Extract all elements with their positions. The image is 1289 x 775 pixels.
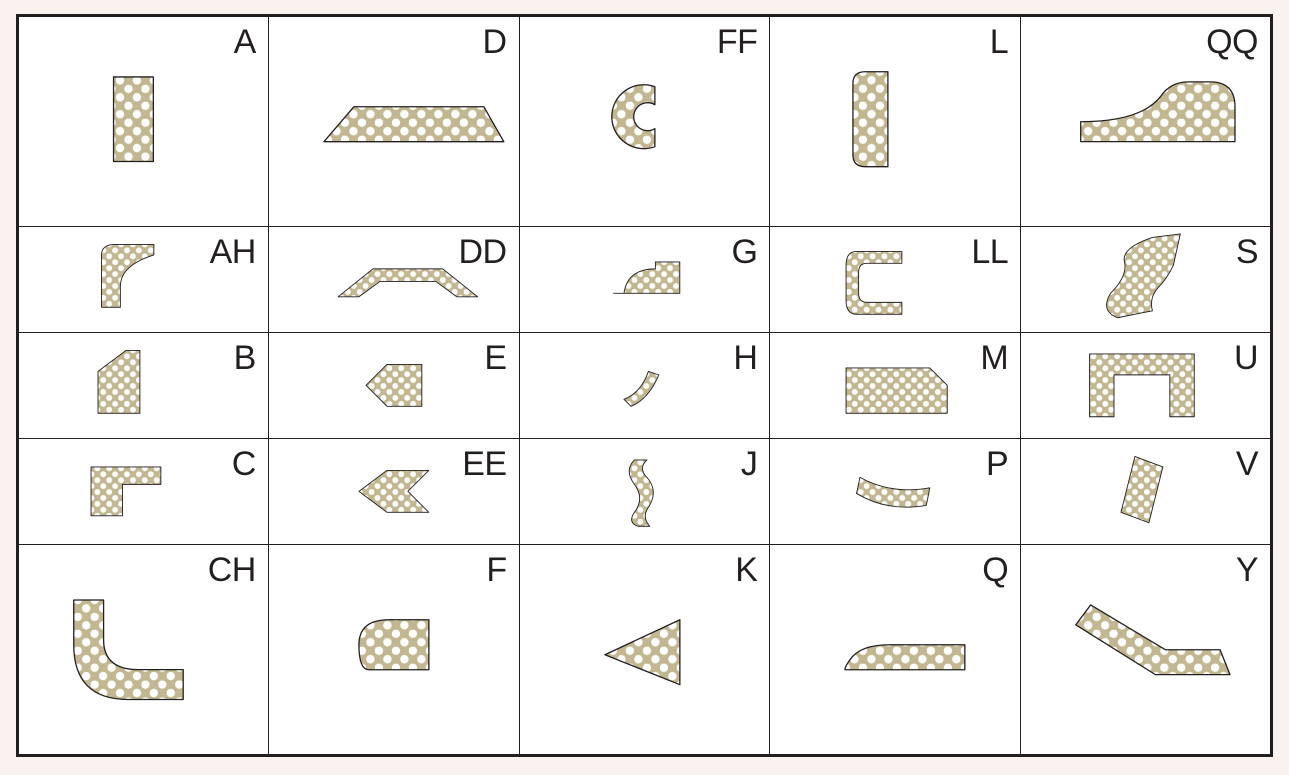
shape-path [629, 460, 653, 526]
cell-label: E [484, 339, 506, 378]
shape-cell: L [770, 16, 1021, 227]
shape-path [846, 368, 947, 413]
cell-label: DD [458, 233, 506, 272]
cell-label: QQ [1206, 23, 1258, 62]
shape-cell: QQ [1021, 16, 1272, 227]
shape-cell: M [770, 333, 1021, 439]
shape-cell: B [18, 333, 269, 439]
cell-label: S [1236, 233, 1258, 272]
shape-f [269, 545, 519, 754]
cell-label: C [232, 445, 256, 484]
shape-cell: Q [770, 544, 1021, 755]
shape-grid-container: A D FF L QQ AH DD G LL S B E H M U C EE J P V CH F K Q Y [0, 0, 1289, 775]
shape-path [91, 467, 161, 516]
shape-v [1021, 439, 1270, 544]
shape-path [624, 372, 659, 407]
cell-label: F [486, 551, 506, 590]
cell-label: P [986, 445, 1008, 484]
shape-a [19, 17, 268, 226]
shape-cell: AH [18, 227, 269, 333]
shape-path [1090, 354, 1195, 417]
cell-label: AH [210, 233, 256, 272]
shape-cell: J [519, 438, 770, 544]
shape-d [269, 17, 519, 226]
shape-p [770, 439, 1020, 544]
shape-cell: FF [519, 16, 770, 227]
shape-cell: E [268, 333, 519, 439]
shape-path [605, 619, 680, 684]
shape-path [359, 619, 429, 669]
shape-cell: H [519, 333, 770, 439]
shape-path [611, 85, 654, 149]
shape-path [613, 262, 679, 293]
shape-cell: V [1021, 438, 1272, 544]
shape-path [74, 600, 183, 700]
cell-label: G [731, 233, 757, 272]
cell-label: Y [1236, 551, 1258, 590]
shape-k [520, 545, 770, 754]
shape-cell: P [770, 438, 1021, 544]
shape-grid: A D FF L QQ AH DD G LL S B E H M U C EE J P V CH F K Q Y [16, 14, 1273, 757]
shape-e [269, 333, 519, 438]
shape-path [359, 470, 429, 512]
shape-path [1121, 456, 1163, 522]
shape-cell: C [18, 438, 269, 544]
shape-path [366, 365, 422, 407]
shape-j [520, 439, 770, 544]
cell-label: A [234, 23, 256, 62]
cell-label: M [980, 339, 1008, 378]
cell-label: J [741, 445, 758, 484]
shape-path [324, 107, 504, 142]
shape-b [19, 333, 268, 438]
shape-path [1107, 234, 1181, 318]
shape-s [1021, 227, 1270, 332]
cell-label: Q [982, 551, 1008, 590]
cell-label: LL [971, 233, 1008, 272]
cell-label: CH [208, 551, 256, 590]
shape-path [857, 477, 930, 507]
cell-label: V [1236, 445, 1258, 484]
cell-label: D [483, 23, 507, 62]
shape-path [1076, 604, 1230, 674]
cell-label: U [1234, 339, 1258, 378]
cell-label: L [990, 23, 1008, 62]
shape-cell: EE [268, 438, 519, 544]
shape-path [102, 245, 154, 308]
shape-cell: Y [1021, 544, 1272, 755]
shape-cell: LL [770, 227, 1021, 333]
shape-c [19, 439, 268, 544]
shape-l [770, 17, 1020, 226]
shape-cell: CH [18, 544, 269, 755]
shape-u [1021, 333, 1270, 438]
shape-cell: S [1021, 227, 1272, 333]
shape-cell: K [519, 544, 770, 755]
shape-cell: F [268, 544, 519, 755]
cell-label: K [735, 551, 757, 590]
shape-path [846, 252, 902, 315]
shape-cell: G [519, 227, 770, 333]
shape-path [338, 269, 478, 297]
shape-y [1021, 545, 1270, 754]
shape-h [520, 333, 770, 438]
shape-path [853, 72, 888, 167]
cell-label: H [733, 339, 757, 378]
shape-cell: DD [268, 227, 519, 333]
shape-path [98, 351, 140, 414]
cell-label: FF [717, 23, 758, 62]
cell-label: EE [462, 445, 506, 484]
shape-cell: D [268, 16, 519, 227]
shape-path [845, 644, 965, 669]
shape-path [1081, 82, 1235, 142]
shape-path [114, 77, 154, 162]
shape-cell: A [18, 16, 269, 227]
cell-label: B [234, 339, 256, 378]
shape-cell: U [1021, 333, 1272, 439]
